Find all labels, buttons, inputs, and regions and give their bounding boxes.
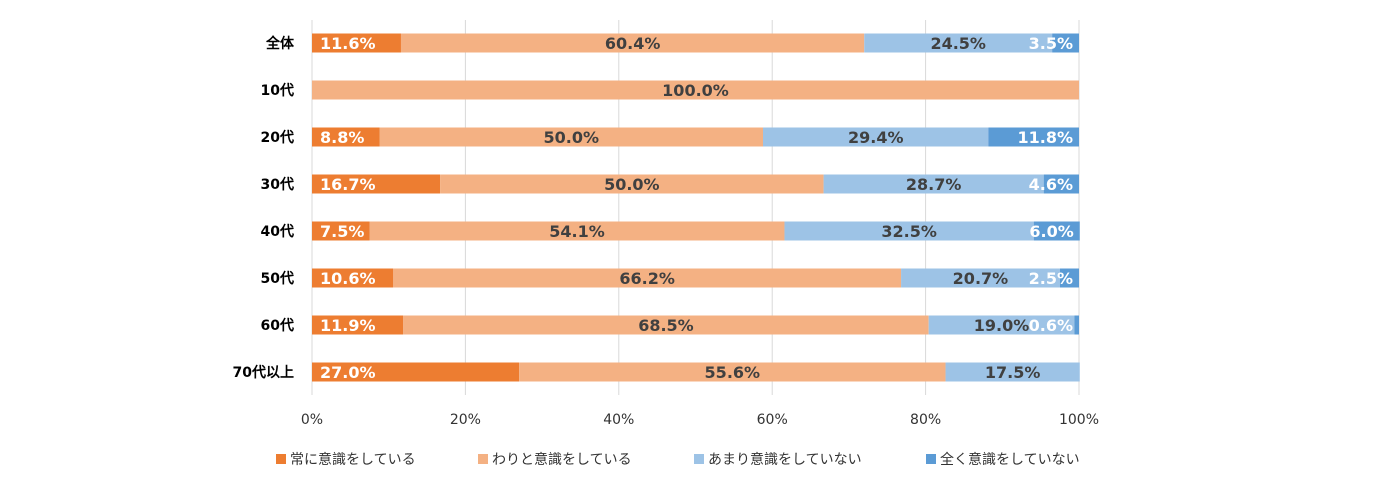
category-label: 全体 — [265, 35, 295, 52]
data-label: 11.8% — [1017, 128, 1073, 147]
data-label: 8.8% — [320, 128, 364, 147]
data-label: 16.7% — [320, 175, 376, 194]
data-label: 20.7% — [953, 269, 1009, 288]
data-label: 19.0% — [974, 316, 1030, 335]
legend-swatch — [694, 454, 704, 464]
data-label: 60.4% — [605, 34, 661, 53]
data-label: 54.1% — [549, 222, 605, 241]
category-label: 70代以上 — [233, 364, 294, 381]
bar-segment — [312, 221, 370, 241]
bar-segment — [762, 127, 989, 147]
bar-segment — [393, 268, 902, 288]
bar-segment — [519, 362, 946, 382]
bar-segment — [1043, 174, 1079, 194]
bar-segment — [988, 127, 1079, 147]
data-label: 11.9% — [320, 316, 376, 335]
data-label: 3.5% — [1029, 34, 1073, 53]
bar-segment — [440, 174, 824, 194]
bar-segment — [864, 33, 1053, 53]
bar-segment — [312, 268, 394, 288]
data-label: 2.5% — [1029, 269, 1073, 288]
bar-segment — [823, 174, 1044, 194]
x-tick-label: 0% — [301, 412, 323, 428]
bar-segment — [1059, 268, 1079, 288]
bar-segment — [1033, 221, 1080, 241]
data-label: 32.5% — [881, 222, 937, 241]
category-label: 50代 — [261, 270, 294, 287]
x-tick-label: 20% — [450, 412, 481, 428]
category-label: 60代 — [261, 317, 294, 334]
data-label: 10.6% — [320, 269, 376, 288]
data-label: 0.6% — [1029, 316, 1073, 335]
bar-segment — [1052, 33, 1079, 53]
data-label: 4.6% — [1029, 175, 1073, 194]
x-tick-label: 40% — [603, 412, 634, 428]
legend-label: わりと意識をしている — [492, 451, 632, 468]
data-label: 100.0% — [662, 81, 729, 100]
category-label: 30代 — [261, 176, 294, 193]
data-label: 27.0% — [320, 363, 376, 382]
category-label: 10代 — [261, 82, 294, 99]
data-label: 68.5% — [638, 316, 694, 335]
category-label: 20代 — [261, 129, 294, 146]
data-label: 11.6% — [320, 34, 376, 53]
bar-segment — [901, 268, 1060, 288]
x-tick-label: 60% — [757, 412, 788, 428]
bar-segment — [312, 315, 404, 335]
bar-segment — [369, 221, 785, 241]
x-tick-label: 100% — [1059, 412, 1099, 428]
bar-segment — [312, 127, 380, 147]
legend-swatch — [276, 454, 286, 464]
data-label: 50.0% — [604, 175, 660, 194]
bar-segment — [400, 33, 865, 53]
legend-label: 全く意識をしていない — [940, 451, 1080, 468]
data-label: 7.5% — [320, 222, 364, 241]
bar-segment — [928, 315, 1075, 335]
data-label: 50.0% — [543, 128, 599, 147]
bar-segment — [312, 174, 441, 194]
data-label: 24.5% — [930, 34, 986, 53]
data-label: 55.6% — [705, 363, 761, 382]
bar-segment — [403, 315, 929, 335]
data-label: 66.2% — [619, 269, 675, 288]
legend-swatch — [478, 454, 488, 464]
data-label: 29.4% — [848, 128, 904, 147]
bar-segment — [1074, 315, 1079, 335]
bar-segment — [312, 80, 1079, 100]
legend-label: あまり意識をしていない — [708, 451, 862, 468]
data-label: 6.0% — [1029, 222, 1073, 241]
data-label: 28.7% — [906, 175, 962, 194]
bar-segment — [312, 362, 520, 382]
bar-segment — [312, 33, 401, 53]
data-label: 17.5% — [985, 363, 1041, 382]
category-label: 40代 — [261, 223, 294, 240]
x-tick-label: 80% — [910, 412, 941, 428]
bar-segment — [379, 127, 763, 147]
legend-label: 常に意識をしている — [290, 451, 416, 468]
bar-segment — [945, 362, 1080, 382]
legend-swatch — [926, 454, 936, 464]
bar-segment — [784, 221, 1034, 241]
